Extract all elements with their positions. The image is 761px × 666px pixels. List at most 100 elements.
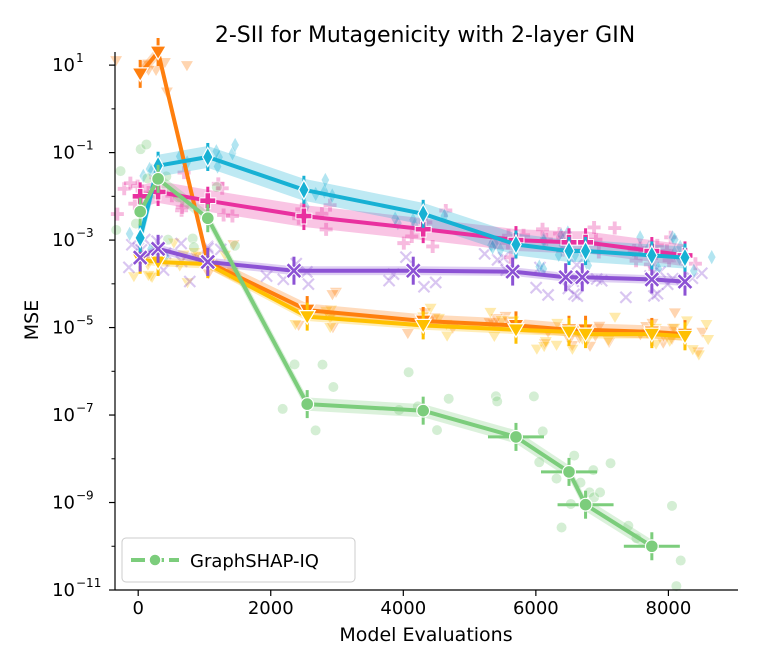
GraphSHAP-IQ-run-point [604,456,617,470]
GraphSHAP-IQ-run-point [489,390,503,403]
GraphSHAP-IQ-mean-point [578,497,593,512]
legend-marker [148,553,162,567]
cyan-diamond-run-point [706,247,717,267]
pink-plus-run-point [174,199,190,215]
orange-triangle-run-point [600,336,618,351]
y-tick-label: 10 [52,55,75,76]
purple-cross-mean-point [404,261,422,280]
purple-cross-run-point [489,252,506,268]
pink-plus-run-point [210,176,226,192]
cyan-diamond-run-point [688,261,700,281]
purple-cross-run-point [381,272,397,289]
y-axis-label: MSE [21,300,43,340]
purple-cross-line [139,246,686,284]
cyan-diamond-run-point [652,258,664,279]
purple-cross-run-point [528,279,544,296]
GraphSHAP-IQ-run-point [187,241,201,254]
cyan-diamond-run-point [138,166,149,186]
x-axis-label: Model Evaluations [339,624,512,646]
purple-cross-run-point [398,249,414,265]
cyan-diamond-mean-point [579,240,592,262]
GraphSHAP-IQ-run-point [210,180,223,194]
x-tick-label: 4000 [380,598,426,619]
orange-triangle-mean-point [131,67,150,83]
gold-triangle-run-point [564,343,581,358]
purple-cross-run-point [566,286,582,303]
GraphSHAP-IQ-run-point [533,455,546,469]
cyan-diamond-run-point [485,235,497,255]
gold-triangle-run-point [684,343,701,358]
gold-triangle-line [139,257,686,339]
cyan-diamond-band [140,146,685,269]
gold-triangle-run-point [606,311,624,326]
purple-cross-run-point [649,286,666,302]
GraphSHAP-IQ-run-point [593,486,607,499]
GraphSHAP-IQ-mean-point [151,171,166,186]
GraphSHAP-IQ-run-point [587,463,600,477]
pink-plus-run-point [322,197,338,213]
orange-triangle-run-point [327,286,345,301]
GraphSHAP-IQ-run-point [442,392,455,405]
cyan-diamond-run-point [213,147,225,167]
orange-triangle-run-point [690,346,707,360]
purple-cross-run-point [416,279,432,295]
orange-triangle-run-point [497,310,514,325]
GraphSHAP-IQ-run-point [670,579,683,593]
cyan-diamond-line [138,155,686,260]
pink-plus-mean-point [199,192,217,210]
pink-plus-run-point [588,232,604,248]
cyan-diamond-run-point [229,135,241,155]
gold-triangle-run-point [322,321,339,336]
purple-cross-run-point [569,288,586,304]
cyan-diamond-run-point [320,170,331,190]
GraphSHAP-IQ-run-point [490,395,504,408]
confidence-bands [140,45,685,553]
cyan-diamond-mean-point [563,240,575,262]
pink-plus-run-point [109,206,125,222]
GraphSHAP-IQ-run-point [134,142,147,156]
pink-plus-run-point [216,207,232,223]
gold-triangle-run-point [140,269,157,284]
purple-cross-run-point [618,289,634,306]
purple-cross-mean-point [573,268,591,286]
purple-cross-mean-point [131,248,149,267]
purple-cross-run-point [182,273,198,290]
y-tick-label: 10 [52,318,75,339]
GraphSHAP-IQ-run-point [430,423,444,437]
GraphSHAP-IQ-run-point [140,138,153,151]
GraphSHAP-IQ-mean-point [508,429,523,444]
orange-triangle-run-point [536,337,553,352]
GraphSHAP-IQ-run-point [288,358,301,371]
gold-triangle-run-point [700,333,717,348]
gold-triangle-run-point [486,330,503,345]
purple-cross-mean-point [285,261,303,280]
cyan-diamond-mean-point [679,246,691,269]
orange-triangle-run-point [694,326,711,341]
orange-triangle-run-point [108,54,125,69]
gold-triangle-run-point [142,270,159,285]
gold-triangle-mean-point [298,310,317,326]
orange-triangle-run-point [488,312,505,327]
y-tick-exponent: 1 [76,51,84,65]
pink-plus-run-point [538,231,554,247]
orange-triangle-run-point [664,322,681,337]
pink-plus-run-point [174,202,190,218]
legend: GraphSHAP-IQ [121,537,356,583]
pink-plus-run-point [438,203,454,219]
GraphSHAP-IQ-run-point [114,164,127,178]
purple-cross-run-point [569,257,585,273]
purple-cross-run-point [173,235,189,252]
GraphSHAP-IQ-run-point [674,554,687,567]
cyan-diamond-mean-point [645,244,658,267]
purple-cross-run-point [476,246,493,262]
cyan-diamond-mean-point [134,227,147,249]
pink-plus-run-point [314,206,330,222]
pink-plus-run-point [396,235,412,251]
cyan-diamond-run-point [487,237,498,258]
GraphSHAP-IQ-mean-point [133,204,148,219]
GraphSHAP-IQ-run-point [327,380,340,394]
GraphSHAP-IQ-run-point [402,366,415,379]
cyan-diamond-run-point [227,143,238,163]
